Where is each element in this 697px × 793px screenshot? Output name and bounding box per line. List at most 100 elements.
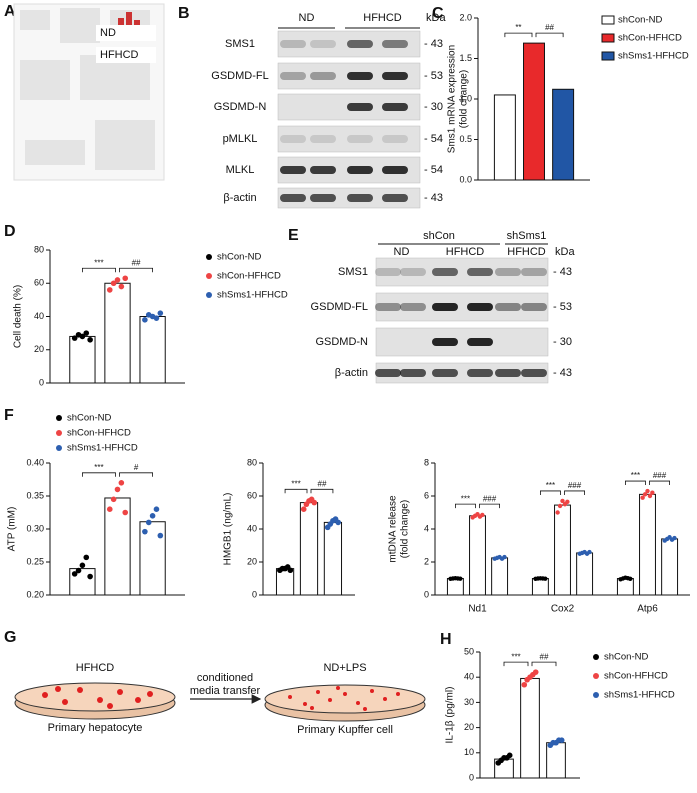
legend-marker [601, 33, 615, 43]
significance-bracket [284, 488, 308, 494]
kda-label: - 30 [424, 101, 443, 113]
significance-bracket [479, 503, 500, 509]
data-point [87, 573, 93, 580]
bar [546, 742, 566, 779]
blot-band [280, 135, 306, 143]
data-point [142, 528, 148, 535]
blot-band [347, 72, 373, 80]
y-axis-label: mtDNA release [388, 495, 399, 563]
arrow-label: conditioned [197, 672, 253, 684]
y-tick-label: 80 [34, 244, 44, 254]
significance-bracket [82, 472, 116, 477]
y-tick-label: 80 [247, 457, 257, 467]
y-axis-label: (fold change) [459, 70, 470, 128]
legend-marker [56, 415, 62, 421]
data-point [558, 737, 565, 743]
y-axis-label: IL-1β (pg/ml) [445, 687, 456, 744]
significance-bracket [504, 32, 533, 38]
y-tick-label: 50 [464, 646, 474, 656]
kda-header: kDa [555, 246, 575, 258]
y-tick-label: 0.40 [26, 457, 44, 467]
legend-label: shCon-ND [618, 15, 662, 26]
row-label: β-actin [223, 192, 256, 204]
blot-band [280, 40, 306, 48]
y-tick-label: 0 [39, 377, 44, 387]
blot-band [310, 194, 336, 202]
bar [639, 493, 656, 596]
kda-label: - 54 [424, 133, 443, 145]
blot-band [310, 72, 336, 80]
y-tick-label: 8 [424, 457, 429, 467]
blot-band [382, 166, 408, 174]
blot-band [400, 268, 426, 276]
data-point [83, 554, 90, 561]
blot-band [495, 369, 521, 377]
data-point [543, 576, 548, 581]
kda-label: - 43 [553, 266, 572, 278]
significance-label: ### [483, 494, 497, 503]
data-point [506, 752, 513, 759]
data-point [458, 576, 463, 581]
group-label: shSms1 [507, 230, 547, 242]
legend-marker [593, 692, 599, 698]
data-point [157, 310, 164, 316]
y-tick-label: 30 [464, 697, 474, 707]
blot-band [347, 194, 373, 202]
significance-label: ### [653, 471, 667, 480]
kda-label: - 43 [424, 192, 443, 204]
significance-label: *** [291, 479, 300, 488]
row-label: MLKL [226, 164, 255, 176]
legend-label: shCon-ND [217, 252, 261, 263]
data-point [335, 519, 341, 526]
bar [469, 515, 486, 596]
significance-label: ### [568, 481, 582, 490]
data-point [75, 567, 82, 574]
legend-label: shSms1-HFHCD [604, 690, 675, 701]
blot-strip [277, 125, 421, 153]
legend-label: shCon-HFHCD [67, 428, 131, 439]
blot-band [432, 268, 458, 276]
blot-band [382, 135, 408, 143]
row-label: SMS1 [338, 266, 368, 278]
row-label: GSDMD-FL [211, 70, 268, 82]
significance-bracket [649, 480, 670, 486]
bar [69, 335, 96, 384]
data-point [110, 496, 117, 503]
blot-band [280, 194, 306, 202]
significance-bracket [564, 490, 585, 495]
kda-label: - 43 [553, 367, 572, 379]
y-tick-label: 0.0 [459, 174, 472, 184]
legend-bg [96, 47, 156, 63]
data-point [642, 492, 648, 497]
y-tick-label: 1.0 [459, 93, 472, 103]
y-tick-label: 0.5 [459, 134, 472, 144]
y-axis-label: Cell death (%) [13, 285, 24, 348]
blot-band [467, 303, 493, 311]
legend-marker [206, 254, 212, 260]
significance-bracket [540, 490, 561, 495]
data-point [122, 509, 129, 516]
legend-marker [56, 430, 62, 436]
column-label: ND [299, 12, 315, 24]
blot-band [382, 40, 408, 48]
legend-marker [206, 273, 212, 279]
data-point [114, 277, 121, 283]
y-tick-label: 0 [469, 772, 474, 782]
y-tick-label: 2.0 [459, 12, 472, 22]
y-tick-label: 0.25 [26, 556, 44, 566]
data-point [672, 535, 677, 541]
blot-band [432, 369, 458, 377]
y-tick-label: 20 [34, 344, 44, 354]
column-label: ND [394, 246, 410, 258]
x-tick-label: Nd1 [468, 604, 487, 615]
panel-letter: E [288, 227, 299, 244]
particles [288, 686, 400, 711]
y-axis-label: HMGB1 (ng/mL) [223, 493, 234, 566]
thumbnail-part [20, 10, 50, 30]
data-point [83, 330, 90, 336]
panel-letter: A [4, 3, 16, 20]
data-point [79, 562, 86, 569]
data-point [153, 506, 160, 512]
data-point [300, 506, 307, 512]
significance-bracket [310, 488, 334, 494]
